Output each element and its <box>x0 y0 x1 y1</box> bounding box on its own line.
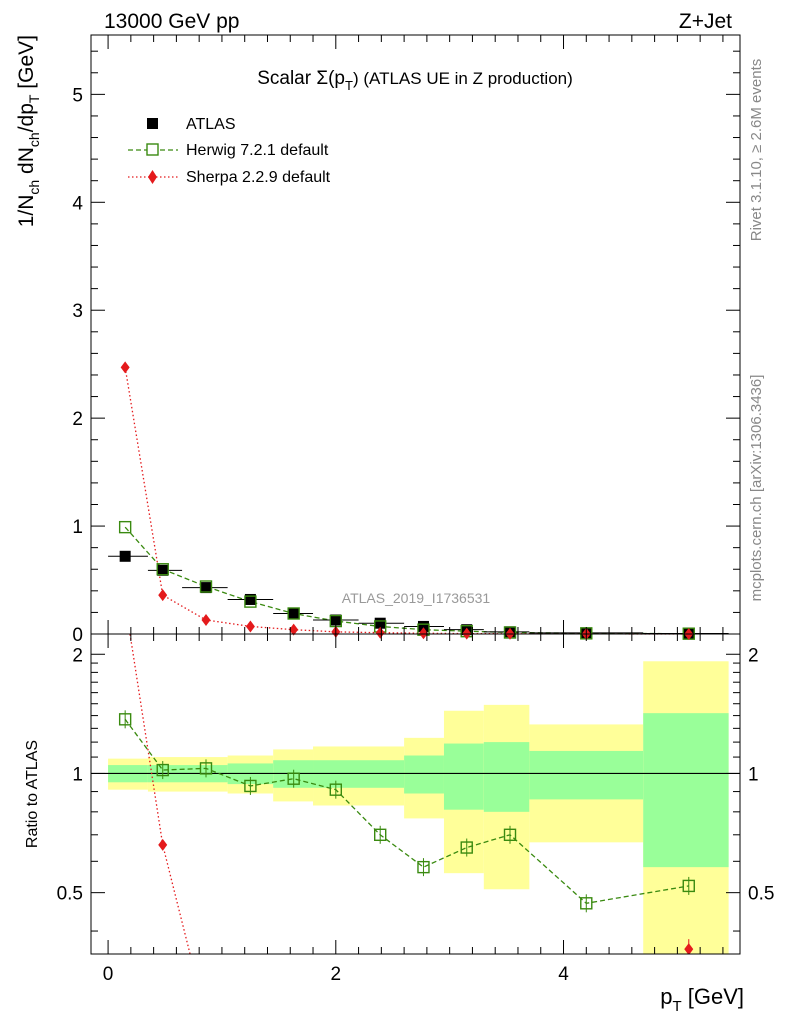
ratio-axis-ticks: 0.5 0.5 1 1 2 2 0 2 4 <box>57 634 774 985</box>
sherpa-ratio-point <box>158 838 168 851</box>
sherpa-point <box>289 623 299 636</box>
mcplots-label: mcplots.cern.ch [arXiv:1306.3436] <box>748 375 765 602</box>
ratio-y-tick-label-right: 0.5 <box>748 884 774 905</box>
herwig-point <box>118 520 132 534</box>
main-y-tick-label: 1 <box>72 517 83 538</box>
main-y-tick-label: 5 <box>72 85 83 106</box>
ylabel-part-3: dN <box>15 147 38 180</box>
legend-label-atlas: ATLAS <box>186 116 236 133</box>
ratio-data-layer <box>118 634 695 954</box>
sherpa-point <box>245 620 255 633</box>
ratio-y-tick-label: 0.5 <box>57 884 83 905</box>
atlas-data-point <box>200 582 212 594</box>
herwig-ratio-point <box>417 860 430 874</box>
herwig-ratio-point <box>118 713 132 726</box>
herwig-ratio-point <box>460 841 473 854</box>
main-title: Scalar Σ(pT) (ATLAS UE in Z production) <box>257 68 573 93</box>
herwig-point <box>287 607 300 620</box>
ratio-y-tick-label-right: 2 <box>748 645 759 666</box>
ratio-y-axis-label: Ratio to ATLAS <box>24 740 41 848</box>
legend-marker-sherpa <box>148 170 157 184</box>
analysis-watermark: ATLAS_2019_I1736531 <box>342 590 491 606</box>
herwig-ratio-point <box>199 762 213 775</box>
herwig-ratio-point <box>682 879 695 893</box>
sherpa-point <box>120 361 130 374</box>
ratio-x-tick-label: 0 <box>103 964 114 985</box>
sherpa-point <box>375 626 385 639</box>
legend-marker-herwig <box>146 143 159 156</box>
legend-label-herwig: Herwig 7.2.1 default <box>186 142 329 159</box>
main-axis-ticks: 0 1 2 3 4 5 <box>72 35 740 646</box>
main-title-sub: T <box>345 78 353 93</box>
herwig-point <box>199 580 213 593</box>
herwig-ratio-point <box>244 779 257 793</box>
ylabel-part-1: 1/N <box>15 195 38 228</box>
sherpa-series-line <box>124 367 689 635</box>
legend: ATLAS Herwig 7.2.1 default Sherpa 2.2.9 … <box>128 116 331 186</box>
ratio-y-tick-label-right: 1 <box>748 764 759 785</box>
ratio-inner-band <box>404 755 444 794</box>
herwig-point <box>156 563 169 576</box>
legend-marker-atlas <box>147 118 158 129</box>
sherpa-point <box>201 613 211 626</box>
herwig-ratio-point <box>287 772 300 785</box>
atlas-data-point <box>119 550 131 562</box>
ratio-inner-band <box>529 750 644 800</box>
atlas-data-point <box>157 564 169 576</box>
header-process-label: Z+Jet <box>679 10 732 33</box>
xlabel-end: [GeV] <box>682 984 744 1009</box>
legend-label-sherpa: Sherpa 2.2.9 default <box>186 169 331 186</box>
atlas-data-point <box>244 593 256 605</box>
main-title-main: Scalar Σ(p <box>257 68 345 89</box>
herwig-ratio-point <box>329 783 342 796</box>
main-title-end: ) (ATLAS UE in Z production) <box>353 69 573 88</box>
main-y-tick-label: 2 <box>72 409 83 430</box>
herwig-ratio-point <box>580 897 593 910</box>
ratio-y-tick-label: 1 <box>72 764 83 785</box>
ylabel-part-6: T <box>26 94 42 103</box>
main-y-tick-label: 4 <box>72 193 83 214</box>
herwig-ratio-point <box>503 828 517 841</box>
ylabel-part-5: /dp <box>15 103 38 132</box>
herwig-ratio-line <box>124 718 689 904</box>
herwig-ratio-point <box>374 828 387 841</box>
sherpa-ratio-point-last <box>684 943 694 954</box>
sherpa-point <box>158 589 168 602</box>
ratio-y-tick-label: 2 <box>72 645 83 666</box>
herwig-series-line <box>124 526 689 635</box>
ratio-x-tick-label: 4 <box>558 964 569 985</box>
ratio-x-tick-label: 2 <box>331 964 342 985</box>
herwig-ratio-point <box>156 763 169 777</box>
atlas-data-point <box>374 617 386 629</box>
ratio-panel: 0.5 0.5 1 1 2 2 0 2 4 Ratio to ATLAS pT [GeV] <box>24 633 774 1015</box>
main-y-tick-label: 3 <box>72 301 83 322</box>
atlas-data-point <box>288 607 300 619</box>
ylabel-part-2: ch <box>26 180 42 195</box>
atlas-data-point <box>330 614 342 626</box>
herwig-point <box>244 595 257 608</box>
ratio-inner-band <box>643 713 729 868</box>
atlas-data-point <box>417 620 429 632</box>
ratio-x-axis-label: pT [GeV] <box>660 984 744 1015</box>
header-energy-label: 13000 GeV pp <box>104 10 239 33</box>
ratio-panel-frame <box>90 633 741 955</box>
rivet-version-label: Rivet 3.1.10, ≥ 2.6M events <box>748 59 765 242</box>
ylabel-part-4: ch <box>26 132 42 147</box>
ratio-inner-band <box>443 743 484 810</box>
xlabel-main: p <box>660 984 672 1009</box>
main-y-tick-label: 0 <box>72 625 83 646</box>
sherpa-point <box>418 627 428 640</box>
xlabel-sub: T <box>672 998 681 1015</box>
ylabel-part-7: [GeV] <box>15 35 38 95</box>
main-y-axis-label: 1/Nch dNch/dpT [GeV] <box>15 35 42 227</box>
ratio-inner-band <box>483 742 530 812</box>
ratio-uncertainty-bands <box>91 661 740 954</box>
